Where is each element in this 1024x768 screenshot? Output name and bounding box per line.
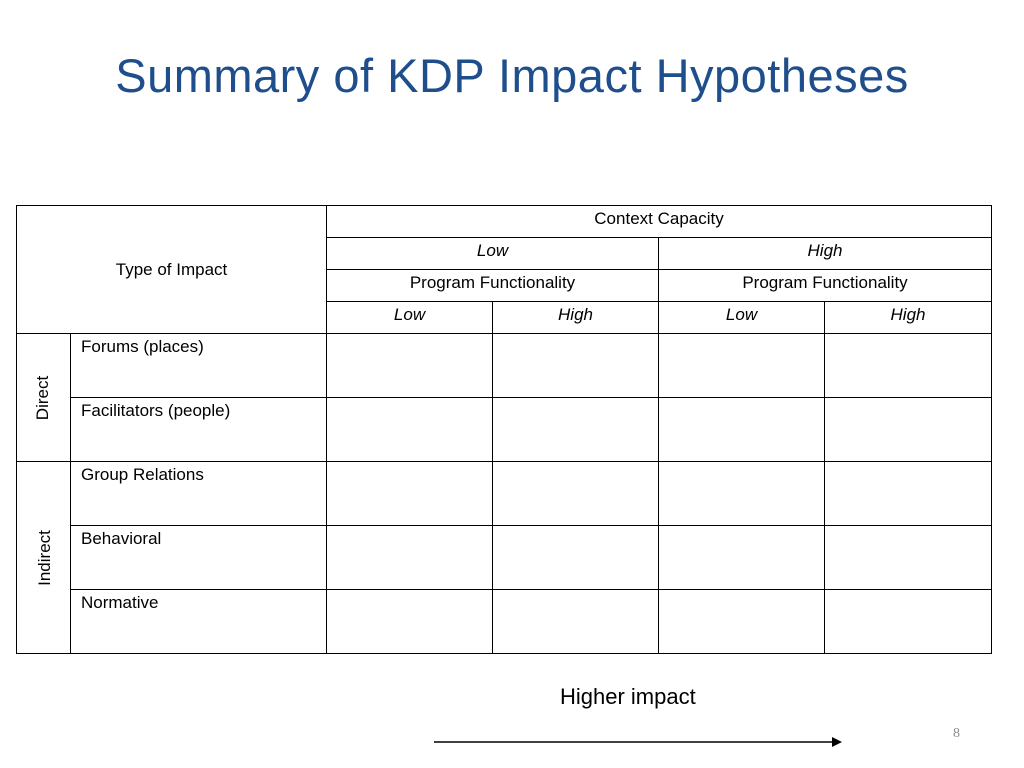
program-functionality-header: Program Functionality	[657, 269, 993, 302]
table-row: Indirect Group Relations	[16, 461, 993, 654]
header-row-context: Type of Impact Context Capacity	[16, 205, 993, 334]
functionality-level-header: Low	[658, 301, 825, 334]
empty-cell	[658, 525, 825, 590]
indirect-label: Indirect	[34, 529, 54, 586]
page-number: 8	[953, 726, 960, 741]
empty-cell	[492, 461, 659, 526]
capacity-low-header: Low	[326, 237, 659, 270]
row-label: Forums (places)	[70, 333, 327, 398]
slide-title: Summary of KDP Impact Hypotheses	[115, 49, 909, 102]
right-arrow-icon	[434, 737, 842, 747]
program-functionality-header: Program Functionality	[326, 269, 659, 302]
empty-cell	[823, 589, 993, 654]
functionality-level-header: Low	[326, 301, 493, 334]
row-label: Normative	[70, 589, 327, 654]
direct-label: Direct	[33, 375, 53, 420]
empty-cell	[823, 461, 993, 526]
table-row: Facilitators (people)	[17, 397, 993, 462]
context-capacity-header: Context Capacity	[325, 205, 993, 238]
header-row-levels: Low High Low High	[17, 301, 993, 334]
empty-cell	[326, 525, 493, 590]
empty-cell	[492, 333, 659, 398]
impact-hypotheses-table: Type of Impact Context Capacity Low High…	[16, 205, 993, 654]
empty-cell	[326, 461, 493, 526]
empty-cell	[492, 589, 659, 654]
direct-category: Direct	[16, 333, 71, 462]
header-row-functionality: Program Functionality Program Functional…	[17, 269, 993, 302]
functionality-level-header: High	[823, 301, 993, 334]
header-row-capacity: Low High	[17, 237, 993, 270]
empty-cell	[823, 525, 993, 590]
type-of-impact-header: Type of Impact	[16, 205, 327, 334]
row-label: Group Relations	[70, 461, 327, 526]
empty-cell	[326, 589, 493, 654]
row-label: Behavioral	[70, 525, 327, 590]
row-label: Facilitators (people)	[70, 397, 327, 462]
empty-cell	[492, 525, 659, 590]
empty-cell	[492, 397, 659, 462]
empty-cell	[326, 333, 493, 398]
empty-cell	[823, 397, 993, 462]
functionality-level-header: High	[492, 301, 659, 334]
empty-cell	[326, 397, 493, 462]
empty-cell	[658, 397, 825, 462]
table-row: Direct Forums (places)	[16, 333, 993, 462]
empty-cell	[658, 333, 825, 398]
capacity-high-header: High	[657, 237, 993, 270]
higher-impact-label: Higher impact	[560, 684, 696, 709]
table-row: Behavioral	[17, 525, 993, 590]
empty-cell	[658, 589, 825, 654]
empty-cell	[823, 333, 993, 398]
empty-cell	[658, 461, 825, 526]
table-row: Normative	[17, 589, 993, 654]
indirect-category: Indirect	[16, 461, 71, 654]
